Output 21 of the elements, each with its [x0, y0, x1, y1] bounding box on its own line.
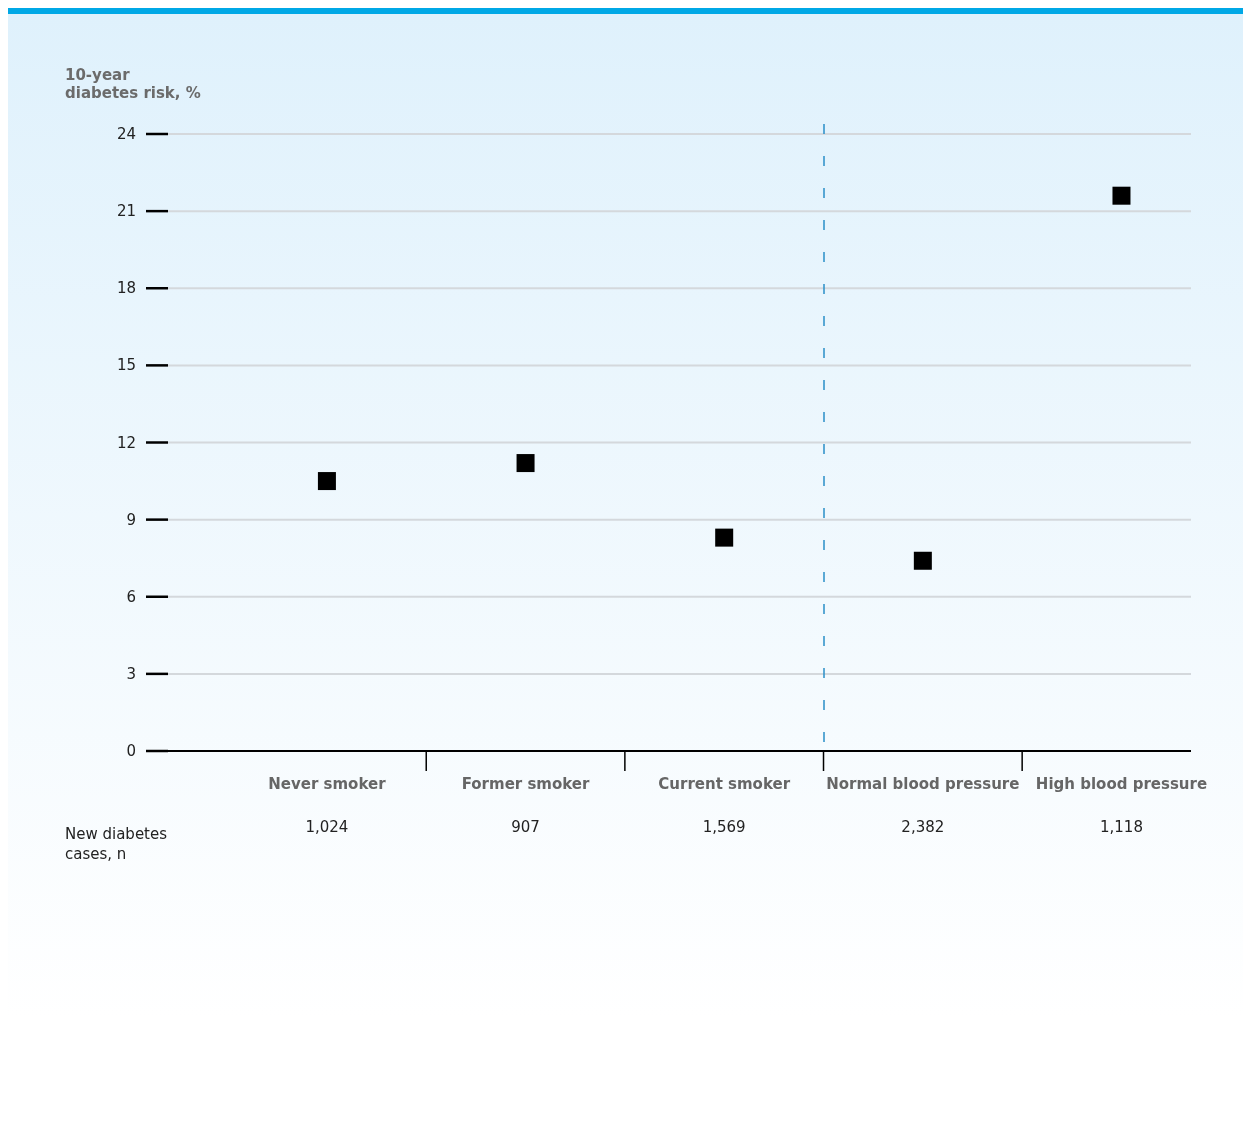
x-tick-label: High blood pressure: [1035, 775, 1208, 793]
y-tick-label: 9: [126, 510, 136, 529]
y-tick-label: 15: [116, 356, 136, 375]
x-tick-label: Never smoker: [268, 775, 387, 793]
y-tick-label: 0: [126, 742, 136, 760]
x-tick-label: Former smoker: [461, 775, 591, 793]
x-tick-label: Current smoker: [658, 775, 791, 793]
y-tick-label: 21: [116, 202, 136, 221]
y-tick-label: 24: [116, 125, 136, 143]
text: 1,024: [305, 818, 349, 836]
text: 907: [511, 818, 540, 836]
y-tick-label: 18: [116, 279, 136, 298]
y-tick-label: 6: [126, 587, 136, 606]
text: 1,569: [702, 818, 746, 836]
text: New diabetes cases, n: [65, 824, 168, 864]
y-tick-label: 3: [126, 664, 136, 683]
x-tick-label: Normal blood pressure: [826, 775, 1020, 793]
y-axis-title: 10-year diabetes risk, %: [65, 66, 201, 102]
text: 1,118: [1100, 818, 1143, 836]
y-tick-label: 12: [116, 433, 136, 452]
text: 2,382: [901, 818, 945, 836]
